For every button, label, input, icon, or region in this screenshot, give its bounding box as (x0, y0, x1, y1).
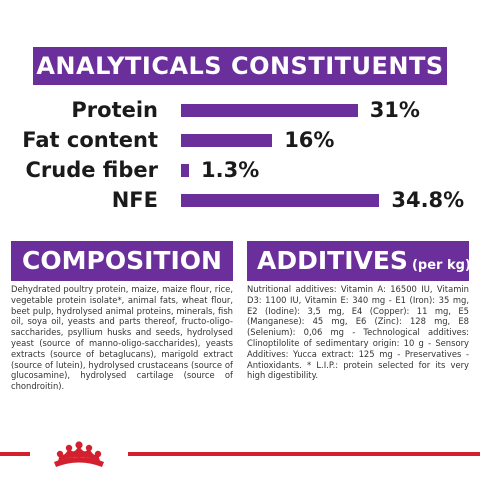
crude-fiber-value: 1.3% (201, 158, 260, 182)
composition-title: COMPOSITION (11, 241, 233, 281)
protein-value: 31% (369, 98, 420, 122)
additives-title: ADDITIVES (per kg) (247, 241, 471, 281)
crude-fiber-bar (181, 164, 189, 177)
nfe-label: NFE (111, 188, 158, 212)
footer-divider-left (0, 452, 30, 456)
analytics-title: ANALYTICALS CONSTITUENTS (33, 47, 447, 85)
fat-content-value: 16% (284, 128, 335, 152)
additives-title-text: ADDITIVES (257, 246, 408, 275)
nfe-bar (181, 194, 380, 207)
protein-label: Protein (71, 98, 158, 122)
fat-content-label: Fat content (22, 128, 158, 152)
royal-canin-crown-icon (54, 441, 104, 467)
protein-bar (181, 104, 358, 117)
nfe-value: 34.8% (391, 188, 465, 212)
footer-divider (128, 452, 480, 456)
additives-subtitle: (per kg) (411, 258, 471, 273)
crude-fiber-label: Crude fiber (25, 158, 158, 182)
fat-content-bar (181, 134, 273, 147)
composition-text: Dehydrated poultry protein, maize, maize… (11, 284, 233, 392)
additives-text: Nutritional additives: Vitamin A: 16500 … (247, 284, 469, 381)
